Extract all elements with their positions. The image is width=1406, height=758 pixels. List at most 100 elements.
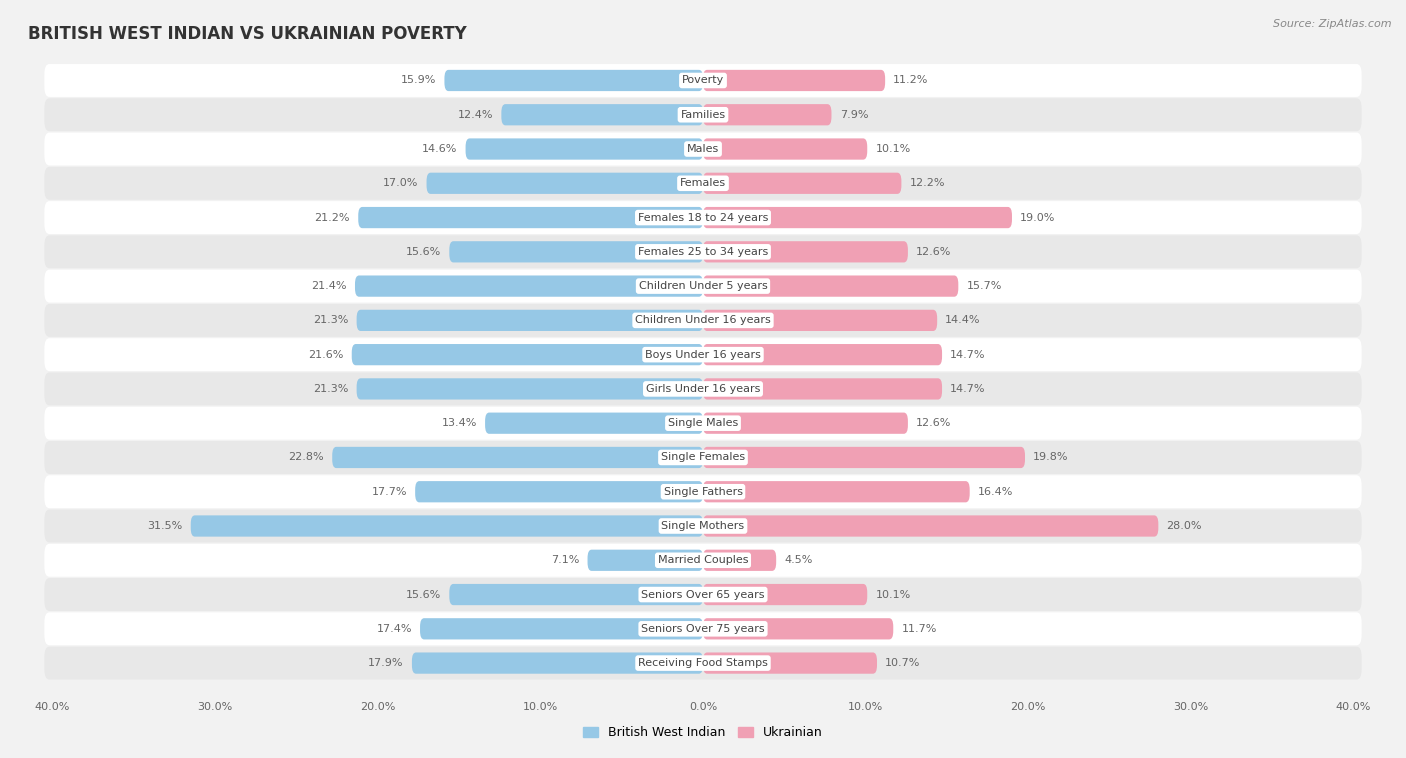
FancyBboxPatch shape bbox=[703, 310, 938, 331]
FancyBboxPatch shape bbox=[703, 70, 886, 91]
Text: 10.1%: 10.1% bbox=[876, 144, 911, 154]
Text: Single Males: Single Males bbox=[668, 418, 738, 428]
Text: Males: Males bbox=[688, 144, 718, 154]
FancyBboxPatch shape bbox=[45, 612, 1361, 645]
FancyBboxPatch shape bbox=[45, 407, 1361, 440]
Text: Single Mothers: Single Mothers bbox=[661, 521, 745, 531]
Text: Females: Females bbox=[681, 178, 725, 188]
FancyBboxPatch shape bbox=[332, 446, 703, 468]
Text: 13.4%: 13.4% bbox=[441, 418, 477, 428]
Text: 17.0%: 17.0% bbox=[382, 178, 419, 188]
Text: 31.5%: 31.5% bbox=[148, 521, 183, 531]
Text: 10.7%: 10.7% bbox=[886, 658, 921, 668]
FancyBboxPatch shape bbox=[45, 167, 1361, 200]
FancyBboxPatch shape bbox=[502, 104, 703, 125]
Text: 12.4%: 12.4% bbox=[458, 110, 494, 120]
FancyBboxPatch shape bbox=[45, 99, 1361, 131]
Text: Females 25 to 34 years: Females 25 to 34 years bbox=[638, 247, 768, 257]
Text: 14.7%: 14.7% bbox=[950, 384, 986, 394]
FancyBboxPatch shape bbox=[45, 133, 1361, 165]
FancyBboxPatch shape bbox=[45, 578, 1361, 611]
Text: 7.1%: 7.1% bbox=[551, 556, 579, 565]
Text: 15.6%: 15.6% bbox=[406, 590, 441, 600]
FancyBboxPatch shape bbox=[45, 543, 1361, 577]
Text: BRITISH WEST INDIAN VS UKRAINIAN POVERTY: BRITISH WEST INDIAN VS UKRAINIAN POVERTY bbox=[28, 25, 467, 43]
FancyBboxPatch shape bbox=[352, 344, 703, 365]
Text: 15.9%: 15.9% bbox=[401, 76, 436, 86]
Text: Boys Under 16 years: Boys Under 16 years bbox=[645, 349, 761, 359]
Text: Poverty: Poverty bbox=[682, 76, 724, 86]
FancyBboxPatch shape bbox=[45, 475, 1361, 508]
FancyBboxPatch shape bbox=[45, 372, 1361, 406]
FancyBboxPatch shape bbox=[426, 173, 703, 194]
FancyBboxPatch shape bbox=[465, 139, 703, 160]
Text: 21.4%: 21.4% bbox=[311, 281, 347, 291]
FancyBboxPatch shape bbox=[703, 241, 908, 262]
FancyBboxPatch shape bbox=[588, 550, 703, 571]
FancyBboxPatch shape bbox=[703, 653, 877, 674]
FancyBboxPatch shape bbox=[357, 310, 703, 331]
FancyBboxPatch shape bbox=[444, 70, 703, 91]
FancyBboxPatch shape bbox=[703, 550, 776, 571]
Text: Girls Under 16 years: Girls Under 16 years bbox=[645, 384, 761, 394]
Text: 17.4%: 17.4% bbox=[377, 624, 412, 634]
FancyBboxPatch shape bbox=[703, 584, 868, 605]
FancyBboxPatch shape bbox=[703, 619, 893, 640]
Text: Source: ZipAtlas.com: Source: ZipAtlas.com bbox=[1274, 19, 1392, 29]
Text: Seniors Over 75 years: Seniors Over 75 years bbox=[641, 624, 765, 634]
Text: Females 18 to 24 years: Females 18 to 24 years bbox=[638, 212, 768, 223]
Text: 14.6%: 14.6% bbox=[422, 144, 457, 154]
FancyBboxPatch shape bbox=[45, 236, 1361, 268]
Text: 14.7%: 14.7% bbox=[950, 349, 986, 359]
Text: 22.8%: 22.8% bbox=[288, 453, 325, 462]
FancyBboxPatch shape bbox=[703, 275, 959, 296]
FancyBboxPatch shape bbox=[703, 344, 942, 365]
Text: Married Couples: Married Couples bbox=[658, 556, 748, 565]
Text: 17.7%: 17.7% bbox=[371, 487, 406, 496]
FancyBboxPatch shape bbox=[191, 515, 703, 537]
Text: 15.7%: 15.7% bbox=[966, 281, 1002, 291]
FancyBboxPatch shape bbox=[703, 139, 868, 160]
FancyBboxPatch shape bbox=[45, 509, 1361, 543]
FancyBboxPatch shape bbox=[420, 619, 703, 640]
Text: Single Fathers: Single Fathers bbox=[664, 487, 742, 496]
Text: 21.6%: 21.6% bbox=[308, 349, 343, 359]
Text: 10.1%: 10.1% bbox=[876, 590, 911, 600]
FancyBboxPatch shape bbox=[357, 378, 703, 399]
Text: 28.0%: 28.0% bbox=[1167, 521, 1202, 531]
Text: 15.6%: 15.6% bbox=[406, 247, 441, 257]
Text: Children Under 5 years: Children Under 5 years bbox=[638, 281, 768, 291]
FancyBboxPatch shape bbox=[703, 173, 901, 194]
FancyBboxPatch shape bbox=[45, 338, 1361, 371]
FancyBboxPatch shape bbox=[703, 412, 908, 434]
Text: 19.8%: 19.8% bbox=[1033, 453, 1069, 462]
FancyBboxPatch shape bbox=[45, 64, 1361, 97]
FancyBboxPatch shape bbox=[45, 201, 1361, 234]
Text: 11.7%: 11.7% bbox=[901, 624, 936, 634]
FancyBboxPatch shape bbox=[359, 207, 703, 228]
FancyBboxPatch shape bbox=[485, 412, 703, 434]
FancyBboxPatch shape bbox=[412, 653, 703, 674]
FancyBboxPatch shape bbox=[703, 481, 970, 503]
Text: 21.3%: 21.3% bbox=[314, 315, 349, 325]
FancyBboxPatch shape bbox=[703, 446, 1025, 468]
FancyBboxPatch shape bbox=[354, 275, 703, 296]
Text: 11.2%: 11.2% bbox=[893, 76, 928, 86]
FancyBboxPatch shape bbox=[703, 207, 1012, 228]
FancyBboxPatch shape bbox=[450, 584, 703, 605]
Legend: British West Indian, Ukrainian: British West Indian, Ukrainian bbox=[583, 726, 823, 740]
Text: 4.5%: 4.5% bbox=[785, 556, 813, 565]
Text: 17.9%: 17.9% bbox=[368, 658, 404, 668]
FancyBboxPatch shape bbox=[45, 441, 1361, 474]
Text: Receiving Food Stamps: Receiving Food Stamps bbox=[638, 658, 768, 668]
Text: Families: Families bbox=[681, 110, 725, 120]
Text: 12.6%: 12.6% bbox=[917, 418, 952, 428]
Text: Seniors Over 65 years: Seniors Over 65 years bbox=[641, 590, 765, 600]
Text: 12.2%: 12.2% bbox=[910, 178, 945, 188]
FancyBboxPatch shape bbox=[703, 378, 942, 399]
Text: 14.4%: 14.4% bbox=[945, 315, 981, 325]
FancyBboxPatch shape bbox=[45, 270, 1361, 302]
Text: Children Under 16 years: Children Under 16 years bbox=[636, 315, 770, 325]
FancyBboxPatch shape bbox=[450, 241, 703, 262]
Text: 7.9%: 7.9% bbox=[839, 110, 868, 120]
